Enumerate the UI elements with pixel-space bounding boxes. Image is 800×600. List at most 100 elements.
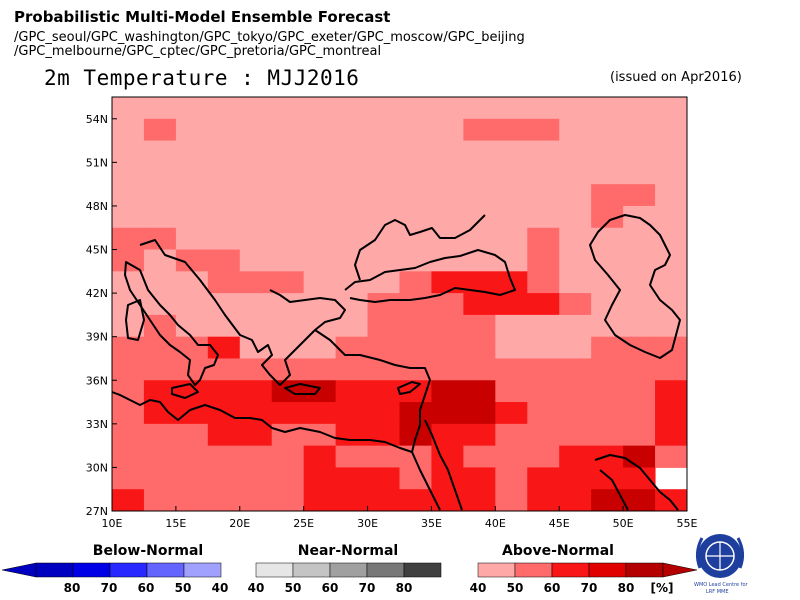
grid-cell xyxy=(495,162,528,185)
grid-cell xyxy=(335,227,369,251)
grid-cell xyxy=(143,205,177,229)
grid-cell xyxy=(431,118,464,142)
grid-cell xyxy=(655,445,688,468)
grid-cell xyxy=(335,445,369,468)
grid-cell xyxy=(303,293,337,316)
grid-cell xyxy=(207,97,241,120)
grid-cell xyxy=(399,314,432,338)
grid-cell xyxy=(559,184,592,207)
grid-cell xyxy=(303,271,337,294)
grid-cell xyxy=(527,358,560,381)
coastline-balkans xyxy=(139,239,346,386)
grid-cell xyxy=(527,336,560,359)
grid-cell xyxy=(207,184,241,207)
grid-cell xyxy=(399,467,432,490)
x-tick-label: 20E xyxy=(229,517,250,530)
grid-cell xyxy=(399,293,432,316)
grid-cell xyxy=(303,184,337,207)
grid-cell xyxy=(367,162,400,185)
map-frame xyxy=(111,96,688,512)
grid-cell xyxy=(112,97,145,120)
grid-cell xyxy=(559,249,592,272)
grid-cell xyxy=(495,205,528,229)
x-tick-label: 35E xyxy=(421,517,442,530)
x-tick-label: 40E xyxy=(485,517,506,530)
grid-cell xyxy=(431,467,464,490)
grid-cell xyxy=(623,118,656,142)
grid-cell xyxy=(335,489,369,512)
grid-cell xyxy=(559,271,592,294)
map-axes: 10E 15E 20E 25E 30E 35E 40E 45E 50E 55E 27N 30N 33N 3… xyxy=(86,113,698,530)
grid-cell xyxy=(207,293,241,316)
grid-cell xyxy=(623,227,656,251)
grid-cell xyxy=(527,205,560,229)
grid-cell xyxy=(367,271,400,294)
above-normal-swatch xyxy=(625,562,664,578)
grid-cell xyxy=(367,293,400,316)
grid-cell xyxy=(143,184,177,207)
x-tick-label: 15E xyxy=(165,517,186,530)
grid-cell xyxy=(463,249,496,272)
grid-cell xyxy=(559,467,592,490)
grid-cell xyxy=(175,227,209,251)
grid-cell xyxy=(271,162,305,185)
grid-cell xyxy=(335,423,369,447)
grid-cell xyxy=(463,118,496,142)
grid-cell xyxy=(303,227,337,251)
grid-cell xyxy=(175,271,209,294)
grid-cell xyxy=(655,380,688,403)
grid-cell xyxy=(143,467,177,490)
grid-cell xyxy=(271,467,305,490)
grid-cell xyxy=(239,445,273,468)
grid-cell xyxy=(591,314,624,338)
grid-cell xyxy=(495,118,528,142)
grid-cell xyxy=(367,97,400,120)
grid-cell xyxy=(463,293,496,316)
y-tick-label: 30N xyxy=(86,461,108,474)
grid-cell xyxy=(271,402,305,425)
grid-cell xyxy=(431,402,464,425)
grid-cell xyxy=(559,380,592,403)
grid-cell xyxy=(335,358,369,381)
grid-cell xyxy=(559,402,592,425)
grid-cell xyxy=(591,140,624,163)
grid-cell xyxy=(527,445,560,468)
centers-line-2: /GPC_melbourne/GPC_cptec/GPC_pretoria/GP… xyxy=(14,44,382,59)
grid-cell xyxy=(559,162,592,185)
grid-cell xyxy=(239,314,273,338)
grid-cell xyxy=(335,205,369,229)
grid-cell xyxy=(559,314,592,338)
grid-cell xyxy=(431,271,464,294)
grid-cell xyxy=(112,402,145,425)
grid-cell xyxy=(623,358,656,381)
grid-cell xyxy=(527,467,560,490)
grid-cell xyxy=(207,162,241,185)
grid-cell xyxy=(303,162,337,185)
above-normal-label: 40 xyxy=(470,581,487,595)
y-tick-label: 27N xyxy=(86,505,108,518)
grid-cell xyxy=(463,423,496,447)
grid-cell xyxy=(143,97,177,120)
grid-cell xyxy=(655,227,688,251)
above-normal-swatch xyxy=(588,562,627,578)
grid-cell xyxy=(143,227,177,251)
grid-cell xyxy=(271,140,305,163)
coastline-red-sea xyxy=(411,451,441,511)
grid-cell xyxy=(463,402,496,425)
near-normal-swatch xyxy=(329,562,368,578)
grid-cell xyxy=(527,380,560,403)
grid-cell xyxy=(303,423,337,447)
grid-cell xyxy=(367,140,400,163)
grid-cell xyxy=(175,489,209,512)
coastline-red-sea-east xyxy=(424,419,463,511)
grid-cell xyxy=(495,249,528,272)
grid-cell xyxy=(303,205,337,229)
grid-cell xyxy=(495,227,528,251)
grid-cell xyxy=(143,140,177,163)
grid-cell xyxy=(559,293,592,316)
grid-cell xyxy=(239,467,273,490)
grid-cell xyxy=(367,205,400,229)
grid-cell xyxy=(303,467,337,490)
grid-cell xyxy=(143,118,177,142)
grid-cell xyxy=(591,358,624,381)
